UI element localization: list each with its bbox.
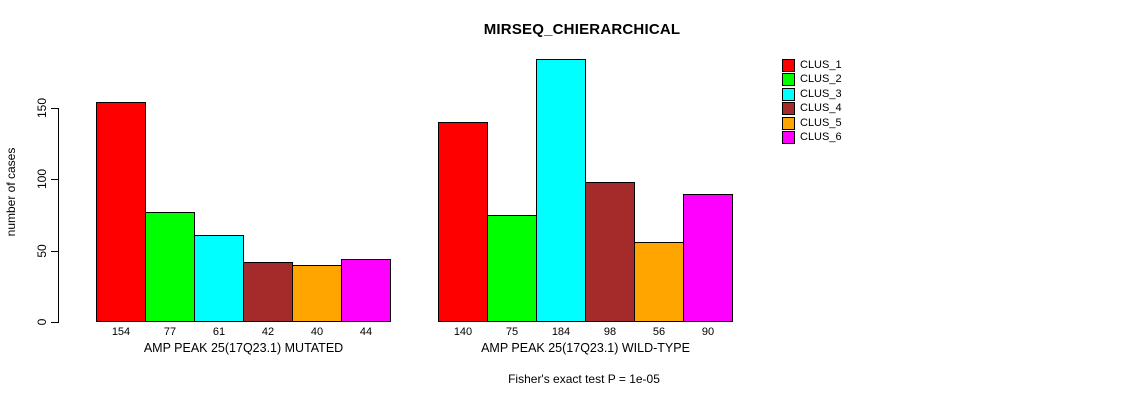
legend-swatch-icon — [782, 131, 795, 145]
legend-swatch-icon — [782, 58, 795, 72]
bar-clus_2-group1 — [145, 212, 195, 322]
bar-clus_3-group1 — [194, 235, 244, 322]
bar-value-label: 98 — [603, 326, 617, 338]
y-tick-label: 100 — [35, 168, 49, 190]
y-axis-label: number of cases — [4, 147, 18, 237]
bar-value-label: 77 — [163, 326, 177, 338]
bar-clus_1-group1 — [96, 102, 146, 322]
x-axis-group-label-mutated: AMP PEAK 25(17Q23.1) MUTATED — [143, 341, 344, 355]
legend-swatch-icon — [782, 116, 795, 130]
bar-clus_5-group1 — [292, 265, 342, 322]
y-tick-label: 0 — [35, 318, 49, 326]
legend-item-clus_2: CLUS_2 — [782, 73, 842, 88]
legend-swatch-icon — [782, 102, 795, 116]
bar-clus_5-group2 — [634, 242, 684, 322]
fisher-test-annotation: Fisher's exact test P = 1e-05 — [508, 372, 660, 386]
legend-label: CLUS_2 — [800, 73, 842, 86]
bar-value-label: 40 — [310, 326, 324, 338]
y-tick-label: 150 — [35, 97, 49, 119]
bar-value-label: 61 — [212, 326, 226, 338]
bar-clus_4-group1 — [243, 262, 293, 322]
legend-label: CLUS_3 — [800, 87, 842, 100]
bar-value-label: 42 — [261, 326, 275, 338]
bar-clus_3-group2 — [536, 59, 586, 322]
legend-item-clus_1: CLUS_1 — [782, 58, 842, 73]
y-axis-line — [58, 108, 59, 323]
y-tick — [51, 251, 59, 252]
bar-value-label: 140 — [453, 326, 473, 338]
legend-item-clus_3: CLUS_3 — [782, 87, 842, 102]
legend-swatch-icon — [782, 73, 795, 87]
bar-clus_6-group2 — [683, 194, 733, 322]
y-tick — [51, 322, 59, 323]
y-tick-label: 50 — [35, 244, 49, 258]
legend-item-clus_5: CLUS_5 — [782, 116, 842, 131]
bar-value-label: 90 — [701, 326, 715, 338]
bar-value-label: 184 — [551, 326, 571, 338]
x-axis-group-label-wild-type: AMP PEAK 25(17Q23.1) WILD-TYPE — [481, 341, 690, 355]
bar-clus_4-group2 — [585, 182, 635, 322]
legend-label: CLUS_1 — [800, 58, 842, 71]
y-tick — [51, 108, 59, 109]
bar-value-label: 44 — [359, 326, 373, 338]
legend-swatch-icon — [782, 87, 795, 101]
legend-label: CLUS_6 — [800, 131, 842, 144]
bar-clus_6-group1 — [341, 259, 391, 322]
bar-value-label: 75 — [505, 326, 519, 338]
legend-item-clus_6: CLUS_6 — [782, 131, 842, 146]
y-tick — [51, 179, 59, 180]
bar-value-label: 56 — [652, 326, 666, 338]
legend-label: CLUS_5 — [800, 116, 842, 129]
bar-clus_2-group2 — [487, 215, 537, 322]
legend: CLUS_1 CLUS_2 CLUS_3 CLUS_4 CLUS_5 CLUS_6 — [782, 58, 842, 145]
chart-title: MIRSEQ_CHIERARCHICAL — [483, 21, 681, 38]
legend-item-clus_4: CLUS_4 — [782, 102, 842, 117]
bar-clus_1-group2 — [438, 122, 488, 322]
legend-label: CLUS_4 — [800, 102, 842, 115]
bar-value-label: 154 — [111, 326, 131, 338]
